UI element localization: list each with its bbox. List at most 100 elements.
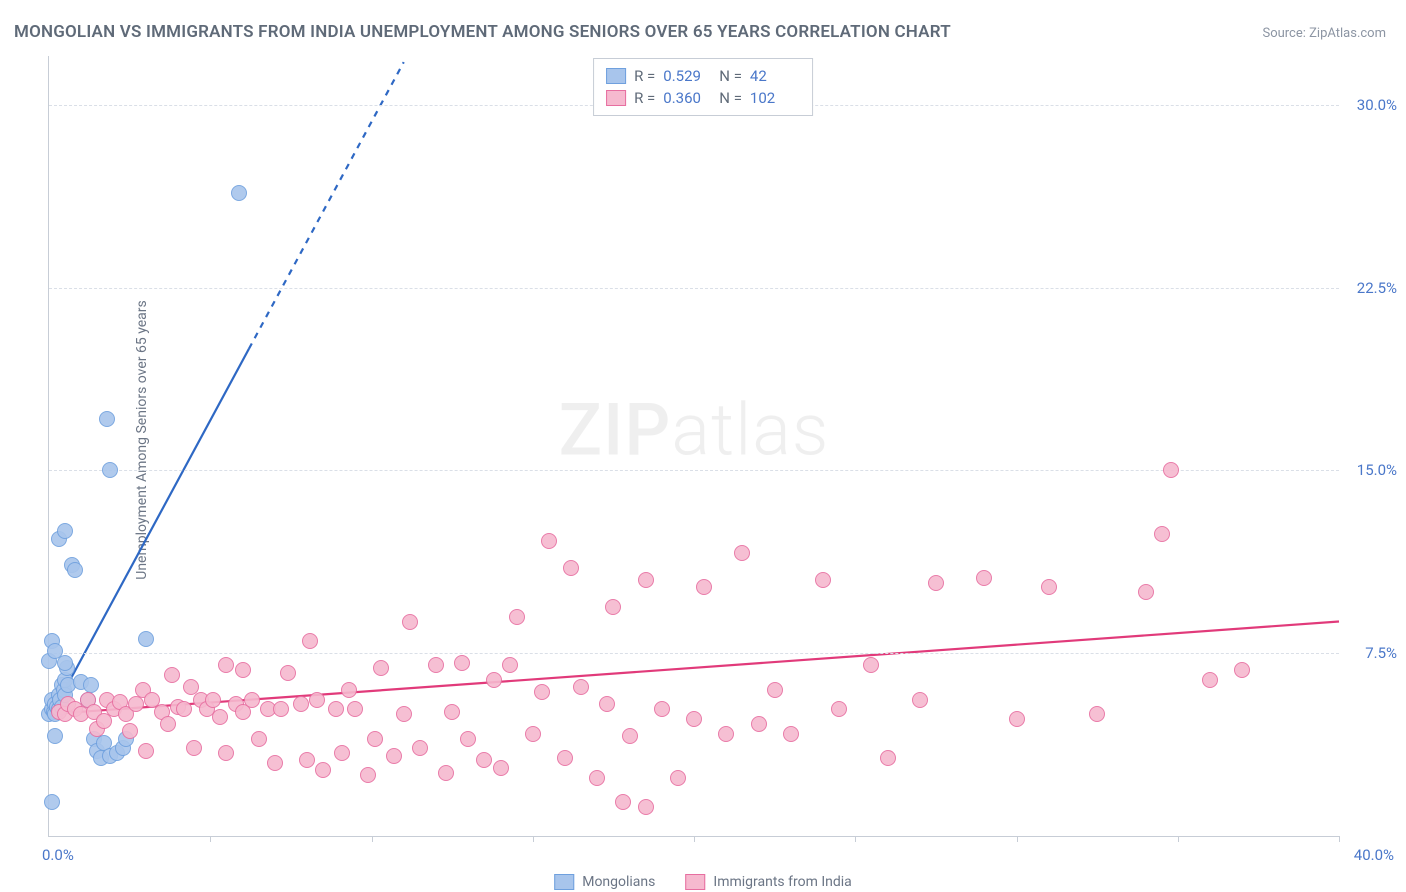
data-point: [402, 614, 418, 630]
data-point: [122, 723, 138, 739]
data-point: [486, 672, 502, 688]
data-point: [341, 682, 357, 698]
data-point: [273, 701, 289, 717]
gridline-h: [49, 288, 1339, 289]
plot-area: ZIPatlas 7.5%15.0%22.5%30.0%: [48, 56, 1339, 837]
data-point: [83, 677, 99, 693]
x-tick: [1017, 836, 1018, 842]
data-point: [589, 770, 605, 786]
y-tick-label: 22.5%: [1357, 279, 1397, 297]
x-tick: [210, 836, 211, 842]
data-point: [267, 755, 283, 771]
legend-item: Mongolians: [554, 874, 655, 890]
stat-r-2: 0.360: [663, 87, 711, 109]
x-tick-last: 40.0%: [1354, 846, 1394, 864]
stats-legend: R = 0.529 N = 42 R = 0.360 N = 102: [593, 58, 813, 116]
data-point: [605, 599, 621, 615]
data-point: [347, 701, 363, 717]
data-point: [751, 716, 767, 732]
data-point: [1089, 706, 1105, 722]
x-tick: [694, 836, 695, 842]
data-point: [176, 701, 192, 717]
legend-swatch: [554, 874, 574, 890]
stat-r-1: 0.529: [663, 65, 711, 87]
data-point: [334, 745, 350, 761]
x-tick: [1178, 836, 1179, 842]
data-point: [57, 523, 73, 539]
x-tick: [1339, 836, 1340, 842]
data-point: [1138, 584, 1154, 600]
stats-row-1: R = 0.529 N = 42: [606, 65, 798, 87]
data-point: [815, 572, 831, 588]
data-point: [638, 572, 654, 588]
data-point: [102, 462, 118, 478]
stat-label-n: N =: [719, 65, 742, 87]
data-point: [302, 633, 318, 649]
source-label: Source: ZipAtlas.com: [1262, 26, 1386, 41]
data-point: [686, 711, 702, 727]
data-point: [976, 570, 992, 586]
data-point: [563, 560, 579, 576]
data-point: [509, 609, 525, 625]
data-point: [928, 575, 944, 591]
legend-swatch: [685, 874, 705, 890]
x-tick: [372, 836, 373, 842]
data-point: [493, 760, 509, 776]
data-point: [502, 657, 518, 673]
stat-n-2: 102: [750, 87, 798, 109]
stat-label-n: N =: [719, 87, 742, 109]
data-point: [734, 545, 750, 561]
data-point: [573, 679, 589, 695]
data-point: [315, 762, 331, 778]
data-point: [244, 692, 260, 708]
x-tick-first: 0.0%: [42, 846, 74, 864]
data-point: [47, 728, 63, 744]
stats-row-2: R = 0.360 N = 102: [606, 87, 798, 109]
data-point: [599, 696, 615, 712]
data-point: [557, 750, 573, 766]
watermark: ZIPatlas: [559, 388, 830, 473]
data-point: [476, 752, 492, 768]
data-point: [460, 731, 476, 747]
y-tick-label: 15.0%: [1357, 461, 1397, 479]
stat-label-r: R =: [634, 65, 655, 87]
data-point: [299, 752, 315, 768]
data-point: [99, 411, 115, 427]
data-point: [767, 682, 783, 698]
data-point: [880, 750, 896, 766]
data-point: [412, 740, 428, 756]
data-point: [622, 728, 638, 744]
data-point: [360, 767, 376, 783]
data-point: [44, 794, 60, 810]
data-point: [328, 701, 344, 717]
data-point: [696, 579, 712, 595]
x-tick: [533, 836, 534, 842]
data-point: [670, 770, 686, 786]
data-point: [235, 662, 251, 678]
data-point: [309, 692, 325, 708]
data-point: [912, 692, 928, 708]
data-point: [428, 657, 444, 673]
stat-label-r: R =: [634, 87, 655, 109]
legend-label: Mongolians: [582, 874, 655, 890]
gridline-h: [49, 653, 1339, 654]
data-point: [438, 765, 454, 781]
data-point: [138, 631, 154, 647]
data-point: [396, 706, 412, 722]
chart-title: MONGOLIAN VS IMMIGRANTS FROM INDIA UNEMP…: [14, 22, 951, 42]
gridline-h: [49, 470, 1339, 471]
data-point: [654, 701, 670, 717]
data-point: [218, 657, 234, 673]
data-point: [444, 704, 460, 720]
data-point: [164, 667, 180, 683]
data-point: [373, 660, 389, 676]
data-point: [638, 799, 654, 815]
data-point: [218, 745, 234, 761]
legend-item: Immigrants from India: [685, 874, 851, 890]
data-point: [293, 696, 309, 712]
data-point: [525, 726, 541, 742]
data-point: [1041, 579, 1057, 595]
watermark-light: atlas: [671, 388, 829, 473]
data-point: [251, 731, 267, 747]
watermark-strong: ZIP: [559, 388, 672, 473]
